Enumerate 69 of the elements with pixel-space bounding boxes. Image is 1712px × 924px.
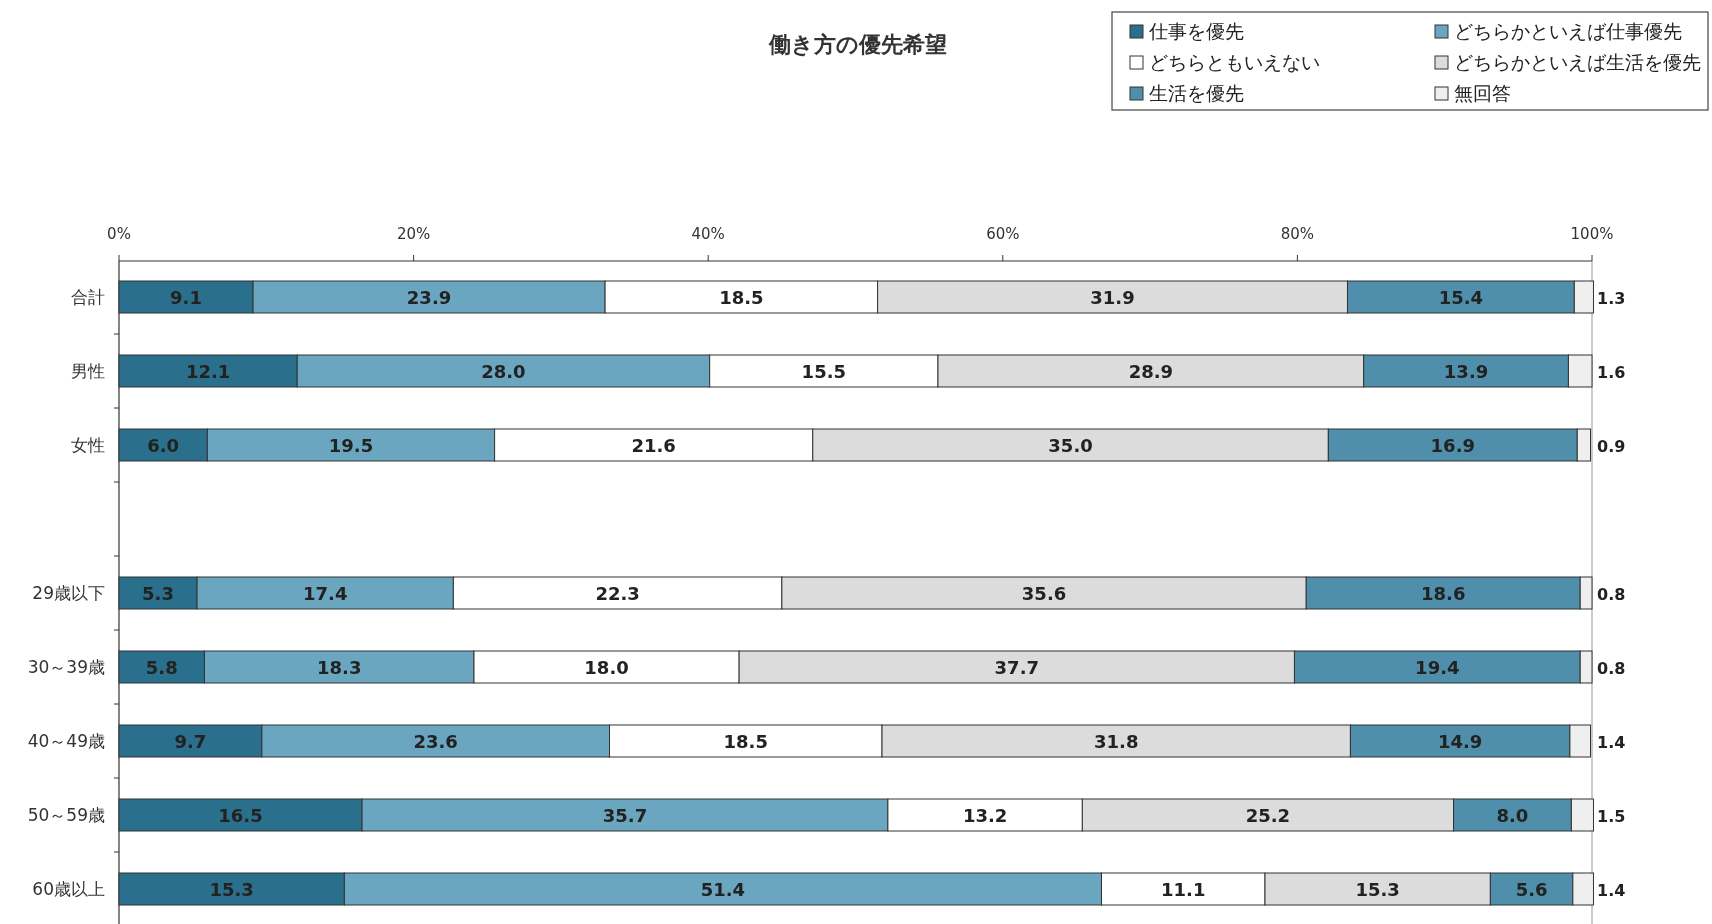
x-tick-label: 80%	[1280, 225, 1315, 243]
data-label: 9.7	[174, 731, 207, 752]
data-label: 11.1	[1161, 879, 1206, 900]
data-label: 23.9	[406, 287, 452, 308]
data-label: 21.6	[631, 435, 676, 456]
y-tick-label: 30～39歳	[27, 657, 105, 677]
y-tick-label: 40～49歳	[27, 731, 105, 751]
x-tick-label: 40%	[691, 225, 725, 243]
data-label: 51.4	[700, 879, 746, 900]
data-label: 13.9	[1443, 361, 1489, 382]
data-label: 15.3	[1355, 879, 1400, 900]
data-label: 13.2	[962, 805, 1008, 826]
y-tick-label: 男性	[71, 361, 105, 381]
x-tick-label: 60%	[986, 225, 1020, 243]
data-label: 15.5	[801, 361, 847, 382]
data-label: 28.9	[1128, 361, 1174, 382]
data-label: 1.4	[1597, 733, 1626, 752]
data-label: 18.6	[1421, 583, 1466, 604]
data-label: 16.5	[218, 805, 263, 826]
x-tick-label: 0%	[107, 225, 131, 243]
legend-label: どちらかといえば生活を優先	[1454, 51, 1701, 73]
data-label: 1.3	[1597, 289, 1626, 308]
y-tick-label: 60歳以上	[32, 879, 105, 899]
data-label: 35.7	[602, 805, 648, 826]
data-label: 28.0	[481, 361, 526, 382]
data-label: 18.5	[719, 287, 764, 308]
data-label: 9.1	[170, 287, 202, 308]
data-label: 5.8	[145, 657, 178, 678]
data-label: 14.9	[1437, 731, 1483, 752]
data-label: 15.4	[1438, 287, 1484, 308]
y-tick-label: 50～59歳	[27, 805, 105, 825]
data-label: 12.1	[185, 361, 231, 382]
data-label: 37.7	[994, 657, 1039, 678]
chart-title: 働き方の優先希望	[768, 32, 947, 57]
data-label: 18.5	[723, 731, 768, 752]
data-label: 18.0	[584, 657, 629, 678]
data-label: 19.5	[328, 435, 374, 456]
legend-label: 仕事を優先	[1148, 20, 1244, 42]
data-label: 0.9	[1597, 437, 1626, 456]
data-label: 19.4	[1415, 657, 1460, 678]
data-label: 1.5	[1597, 807, 1626, 826]
data-label: 0.8	[1597, 659, 1626, 678]
x-tick-label: 20%	[396, 225, 431, 243]
data-label: 18.3	[317, 657, 362, 678]
data-label: 15.3	[209, 879, 254, 900]
data-label: 8.0	[1496, 805, 1529, 826]
data-label: 0.8	[1597, 585, 1626, 604]
data-label: 23.6	[413, 731, 458, 752]
data-label: 17.4	[303, 583, 348, 604]
data-label: 35.0	[1048, 435, 1093, 456]
data-label: 35.6	[1021, 583, 1067, 604]
data-label: 31.8	[1094, 731, 1139, 752]
x-tick-label: 100%	[1570, 225, 1614, 243]
y-tick-label: 合計	[71, 287, 105, 307]
legend-label: どちらともいえない	[1149, 51, 1320, 73]
legend-label: どちらかといえば仕事優先	[1454, 20, 1682, 42]
data-label: 25.2	[1245, 805, 1291, 826]
data-label: 1.6	[1597, 363, 1626, 382]
data-label: 31.9	[1090, 287, 1135, 308]
legend-label: 生活を優先	[1149, 82, 1244, 104]
data-label: 16.9	[1430, 435, 1476, 456]
data-label: 5.6	[1515, 879, 1548, 900]
data-label: 5.3	[142, 583, 174, 604]
y-tick-label: 29歳以下	[32, 583, 105, 603]
data-label: 1.4	[1597, 881, 1626, 900]
y-tick-label: 女性	[71, 435, 105, 455]
data-label: 22.3	[595, 583, 640, 604]
legend-label: 無回答	[1454, 82, 1511, 104]
data-label: 6.0	[147, 435, 180, 456]
